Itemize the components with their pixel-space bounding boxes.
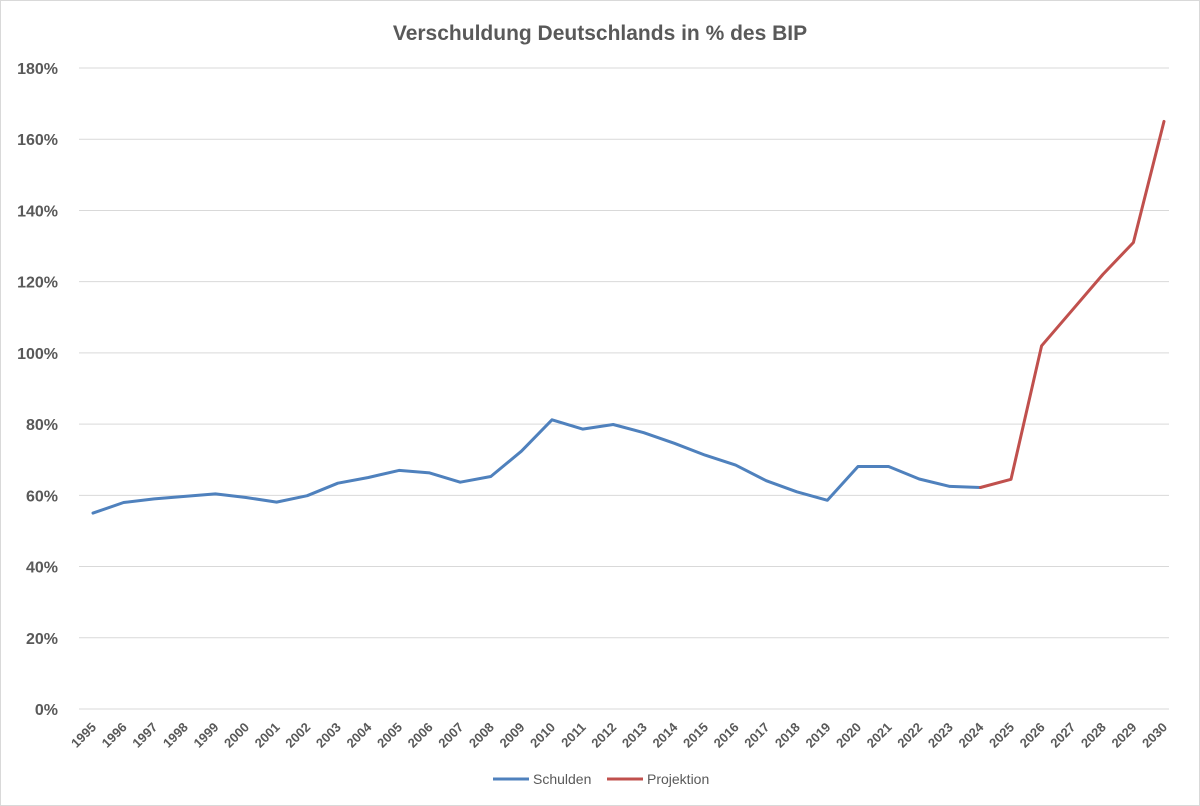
chart-title: Verschuldung Deutschlands in % des BIP: [393, 22, 807, 45]
x-tick-label: 2022: [894, 720, 925, 751]
series-line-schulden: [91, 418, 982, 515]
legend-label-schulden: Schulden: [533, 771, 591, 787]
x-tick-label: 2003: [313, 720, 344, 751]
x-tick-label: 1999: [190, 720, 221, 751]
y-tick-label: 160%: [17, 132, 58, 149]
y-tick-label: 100%: [17, 346, 58, 363]
x-tick-label: 2014: [649, 719, 681, 751]
x-tick-label: 2001: [252, 720, 283, 751]
x-tick-label: 2025: [986, 720, 1017, 751]
x-tick-label: 2002: [282, 720, 313, 751]
x-tick-label: 2030: [1139, 720, 1170, 751]
x-tick-label: 2027: [1047, 720, 1078, 751]
x-tick-label: 2023: [925, 720, 956, 751]
y-axis-labels: 0% 20% 40% 60% 80% 100% 120% 140% 160% 180%: [17, 61, 58, 719]
series-lines: [91, 119, 1166, 515]
x-tick-label: 2006: [405, 720, 436, 751]
series-line-projektion: [978, 119, 1166, 489]
x-tick-label: 2024: [955, 719, 987, 751]
x-tick-label: 2019: [802, 720, 833, 751]
x-tick-label: 2017: [741, 720, 772, 751]
y-tick-label: 60%: [26, 488, 58, 505]
x-tick-label: 2009: [496, 720, 527, 751]
x-tick-label: 2018: [772, 720, 803, 751]
legend-label-projektion: Projektion: [647, 771, 709, 787]
y-tick-label: 140%: [17, 203, 58, 220]
x-tick-label: 2028: [1078, 720, 1109, 751]
x-tick-label: 2015: [680, 720, 711, 751]
y-tick-label: 80%: [26, 417, 58, 434]
x-tick-label: 2011: [558, 720, 589, 751]
x-tick-label: 1996: [99, 720, 130, 751]
x-tick-label: 2026: [1017, 720, 1048, 751]
x-tick-label: 2029: [1108, 720, 1139, 751]
x-tick-label: 1997: [129, 720, 160, 751]
x-tick-label: 2016: [711, 720, 742, 751]
x-tick-label: 1995: [68, 720, 99, 751]
gridlines: [79, 67, 1169, 710]
x-tick-label: 2004: [343, 719, 375, 751]
y-tick-label: 120%: [17, 275, 58, 292]
y-tick-label: 180%: [17, 61, 58, 78]
x-tick-label: 2012: [588, 720, 619, 751]
x-tick-label: 1998: [160, 720, 191, 751]
x-tick-label: 2010: [527, 720, 558, 751]
x-tick-label: 2005: [374, 720, 405, 751]
x-tick-label: 2021: [864, 720, 895, 751]
y-tick-label: 20%: [26, 631, 58, 648]
x-tick-label: 2000: [221, 720, 252, 751]
x-tick-label: 2020: [833, 720, 864, 751]
x-tick-label: 2008: [466, 720, 497, 751]
x-tick-label: 2007: [435, 720, 466, 751]
x-axis-labels: 1995 1996 1997 1998 1999 2000 2001 2002 2003 2004…: [68, 719, 1170, 751]
y-tick-label: 40%: [26, 560, 58, 577]
legend: Schulden Projektion: [493, 771, 709, 787]
y-tick-label: 0%: [35, 702, 58, 719]
x-tick-label: 2013: [619, 720, 650, 751]
